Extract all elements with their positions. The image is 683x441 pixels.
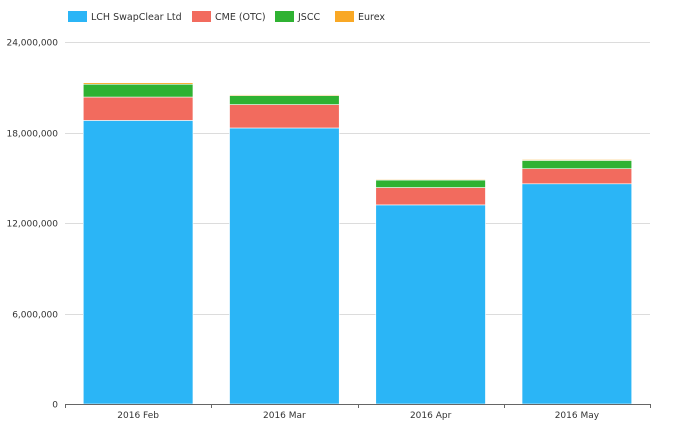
legend: LCH SwapClear Ltd CME (OTC) JSCC Eurex xyxy=(68,11,385,23)
y-tick-label: 0 xyxy=(52,401,58,411)
bar-segment-jscc[interactable] xyxy=(521,160,633,169)
bar-segment-jscc[interactable] xyxy=(82,83,194,98)
legend-label: JSCC xyxy=(297,12,320,23)
legend-swatch xyxy=(275,11,294,22)
bar-segment-lch-swapclear-ltd[interactable] xyxy=(229,127,340,405)
legend-swatch xyxy=(68,11,87,22)
y-tick-label: 12,000,000 xyxy=(6,220,58,230)
legend-item[interactable]: LCH SwapClear Ltd xyxy=(68,11,182,23)
legend-swatch xyxy=(335,11,354,22)
bar-segment-eurex[interactable] xyxy=(375,178,486,181)
y-tick-label: 18,000,000 xyxy=(6,130,58,140)
bar-segment-lch-swapclear-ltd[interactable] xyxy=(375,204,486,405)
axes: 0 6,000,000 12,000,000 18,000,000 24,000,000… xyxy=(6,39,651,421)
legend-swatch xyxy=(192,11,211,22)
legend-label: CME (OTC) xyxy=(215,12,266,23)
bar-segment-jscc[interactable] xyxy=(229,95,340,105)
bar-segment-jscc[interactable] xyxy=(375,179,486,188)
bar-segment-cme-otc[interactable] xyxy=(229,104,340,129)
x-tick-label: 2016 Mar xyxy=(263,411,306,421)
bar-segment-eurex[interactable] xyxy=(229,94,340,96)
bar-segment-cme-otc[interactable] xyxy=(375,187,486,206)
y-tick-label: 6,000,000 xyxy=(12,311,58,321)
bar-segment-lch-swapclear-ltd[interactable] xyxy=(82,120,194,405)
legend-item[interactable]: CME (OTC) xyxy=(192,11,266,23)
legend-item[interactable]: Eurex xyxy=(335,11,385,23)
bars xyxy=(82,82,633,405)
legend-item[interactable]: JSCC xyxy=(275,11,320,23)
legend-label: LCH SwapClear Ltd xyxy=(91,12,182,23)
bar-segment-cme-otc[interactable] xyxy=(82,96,194,121)
bar-segment-eurex[interactable] xyxy=(82,82,194,85)
x-tick-label: 2016 Feb xyxy=(117,411,159,421)
bar-segment-eurex[interactable] xyxy=(521,159,633,161)
y-tick-label: 24,000,000 xyxy=(6,39,58,49)
bar-segment-lch-swapclear-ltd[interactable] xyxy=(521,183,633,405)
bar-segment-cme-otc[interactable] xyxy=(521,168,633,185)
x-tick-label: 2016 Apr xyxy=(410,411,452,421)
legend-label: Eurex xyxy=(358,12,385,23)
x-tick-label: 2016 May xyxy=(555,411,600,421)
